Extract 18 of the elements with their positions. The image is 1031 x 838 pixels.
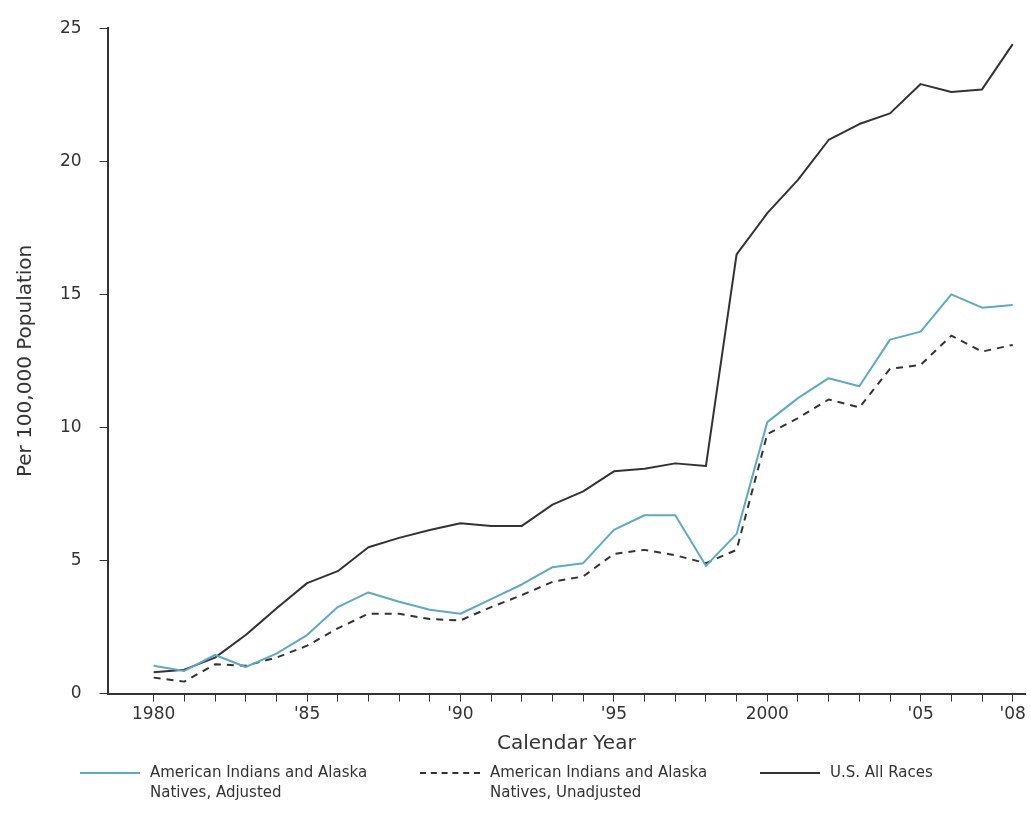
- legend-label: American Indians and Alaska Natives, Adjusted: [150, 762, 369, 802]
- x-tick-label: '85: [293, 703, 321, 724]
- y-tick-label: 15: [59, 282, 82, 303]
- y-tick-label: 10: [59, 415, 82, 436]
- x-tick-label: '05: [907, 703, 934, 724]
- x-axis-title: Calendar Year: [497, 730, 637, 755]
- legend-label: American Indians and Alaska Natives, Unadjusted: [490, 762, 709, 802]
- y-tick-label: 5: [70, 548, 82, 569]
- y-tick-label: 0: [70, 682, 82, 703]
- legend-label: U.S. All Races: [830, 762, 933, 782]
- x-tick-label: '90: [447, 703, 474, 724]
- x-tick-label: 2000: [745, 703, 789, 724]
- x-tick-label: '08: [999, 703, 1026, 724]
- x-tick-label: 1980: [132, 703, 176, 724]
- y-tick-label: 20: [59, 149, 82, 170]
- y-tick-label: 25: [59, 16, 82, 37]
- x-tick-label: '95: [600, 703, 628, 724]
- y-axis-title: Per 100,000 Population: [12, 244, 37, 478]
